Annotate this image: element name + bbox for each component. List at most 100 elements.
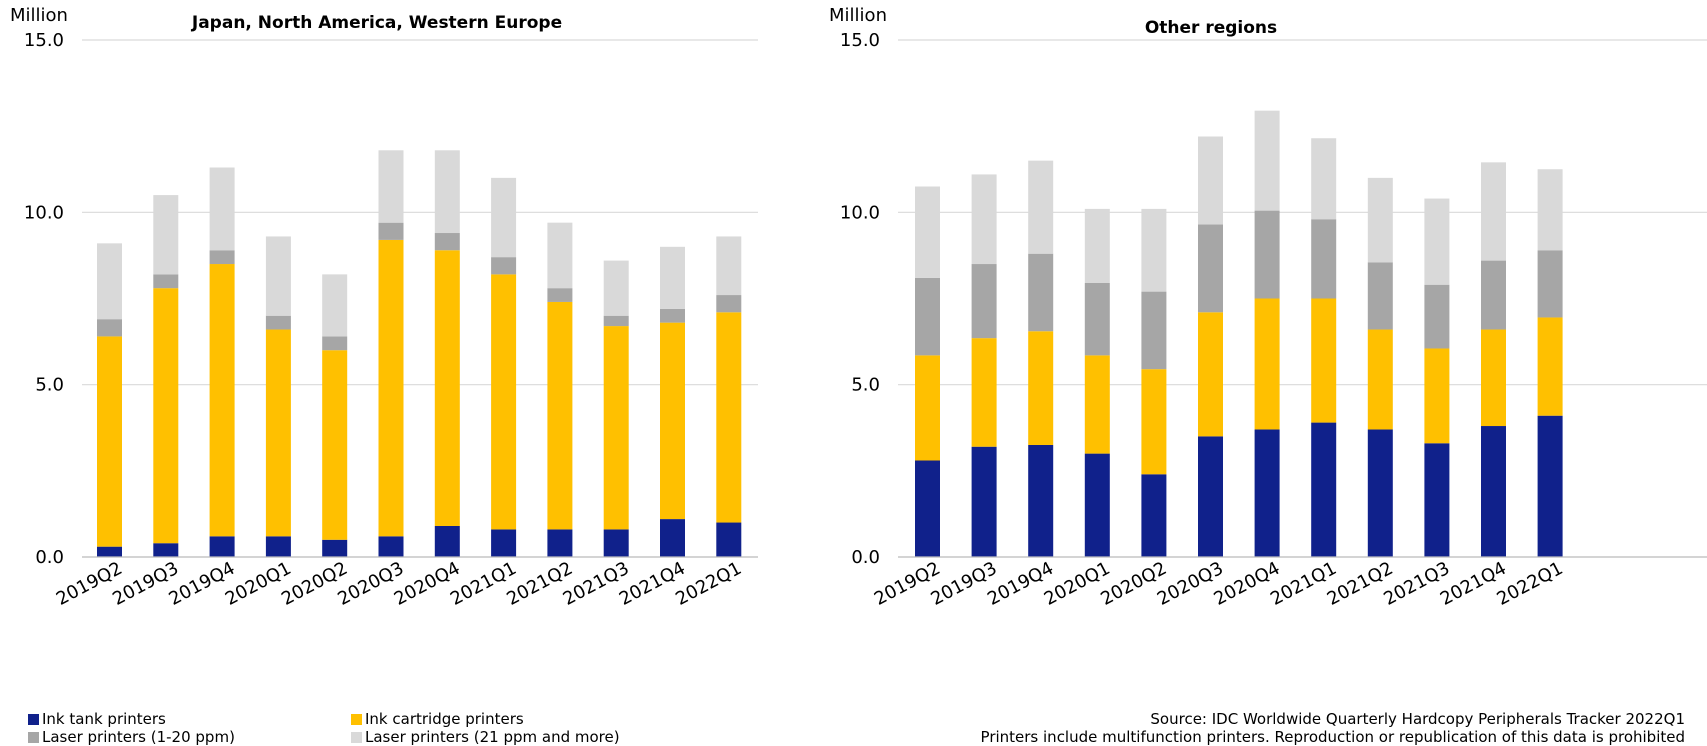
bar-segment (1537, 415, 1563, 557)
bar-segment (1367, 429, 1393, 557)
bar-segment (1141, 369, 1167, 475)
bar-segment (1424, 348, 1450, 444)
bar-segment (97, 319, 122, 337)
bar-segment (153, 543, 179, 557)
legend-label-laser-21-plus: Laser printers (21 ppm and more) (365, 728, 620, 746)
bar-segment (971, 446, 997, 557)
bar-segment (1537, 169, 1563, 251)
bar-segment (209, 250, 235, 265)
bar-segment (97, 336, 122, 547)
bar-segment (97, 546, 122, 557)
bar-segment (153, 195, 179, 275)
bar-segment (153, 274, 179, 289)
bar-segment (378, 536, 404, 557)
bar-segment (491, 177, 517, 258)
bar-segment (1311, 298, 1337, 423)
bar-segment (1084, 453, 1110, 557)
bar-segment (1084, 208, 1110, 283)
bar-segment (378, 222, 404, 240)
y-tick-label: 0.0 (851, 547, 880, 568)
y-tick-label: 5.0 (35, 375, 64, 396)
bar-segment (660, 519, 685, 557)
bar-segment (716, 312, 742, 523)
y-tick-label: 10.0 (840, 202, 880, 223)
bar-segment (1424, 443, 1450, 557)
bar-segment (547, 288, 573, 302)
bar-segment (434, 250, 460, 526)
bar-segment (660, 322, 685, 520)
bar-segment (209, 264, 235, 537)
bar-segment (1481, 329, 1506, 427)
bar-segment (660, 246, 685, 309)
bar-segment (491, 274, 517, 530)
chart-title: Japan, North America, Western Europe (191, 13, 562, 33)
bar-segment (1424, 284, 1450, 349)
bar-segment (1254, 110, 1280, 211)
bar-segment (603, 529, 629, 557)
bar-segment (209, 167, 235, 251)
bar-segment (1424, 198, 1450, 285)
legend-label-ink-cartridge: Ink cartridge printers (365, 710, 524, 728)
y-tick-label: 15.0 (840, 30, 880, 51)
bar-segment (1084, 355, 1110, 454)
x-tick-label: 2022Q1 (1494, 558, 1567, 610)
bar-segment (1254, 210, 1280, 299)
bar-segment (322, 350, 348, 540)
bar-segment (660, 308, 685, 323)
bar-segment (491, 529, 517, 557)
y-tick-label: 15.0 (24, 30, 64, 51)
bar-segment (1481, 260, 1506, 330)
bar-segment (971, 264, 997, 339)
bar-segment (97, 243, 122, 320)
bar-segment (1537, 250, 1563, 318)
legend-swatch-ink-cartridge (351, 713, 362, 725)
bar-segment (209, 536, 235, 557)
bar-segment (265, 329, 291, 537)
bar-segment (1367, 329, 1393, 430)
bar-segment (1141, 474, 1167, 557)
legend-swatch-laser-21-plus (351, 731, 362, 743)
bar-segment (434, 150, 460, 234)
legend-swatch-laser-1-20 (28, 731, 39, 743)
bar-segment (603, 315, 629, 327)
bar-segment (153, 288, 179, 544)
bar-segment (1084, 282, 1110, 356)
bar-segment (1028, 331, 1054, 445)
bar-segment (603, 260, 629, 316)
bar-segment (603, 326, 629, 530)
bar-segment (1028, 444, 1054, 557)
bar-segment (1481, 426, 1506, 557)
legend-item-laser-21-plus: Laser printers (21 ppm and more) (351, 728, 620, 746)
chart-title: Other regions (1145, 18, 1277, 38)
bar-segment (547, 222, 573, 289)
bar-segment (378, 239, 404, 537)
bar-segment (716, 236, 742, 296)
legend-swatch-ink-tank (28, 713, 39, 725)
bar-segment (971, 338, 997, 447)
bar-segment (1141, 208, 1167, 292)
legend-item-ink-tank: Ink tank printers (28, 710, 166, 728)
bar-segment (971, 174, 997, 265)
bar-segment (491, 257, 517, 275)
bar-segment (716, 522, 742, 557)
bar-segment (322, 336, 348, 351)
y-tick-label: 5.0 (851, 375, 880, 396)
bar-segment (1311, 138, 1337, 220)
bar-segment (1537, 317, 1563, 416)
bar-segment (1028, 253, 1054, 332)
bar-segment (1198, 436, 1223, 557)
bar-segment (1311, 219, 1337, 299)
x-tick-label: 2022Q1 (672, 558, 745, 610)
bar-segment (265, 315, 291, 330)
source-line-2: Printers include multifunction printers.… (980, 728, 1685, 746)
bar-segment (265, 536, 291, 557)
bar-segment (1198, 136, 1223, 225)
bar-segment (547, 301, 573, 530)
y-tick-label: 10.0 (24, 202, 64, 223)
bar-segment (1141, 291, 1167, 370)
bar-segment (1481, 162, 1506, 261)
bar-segment (434, 233, 460, 251)
bar-segment (915, 186, 940, 278)
